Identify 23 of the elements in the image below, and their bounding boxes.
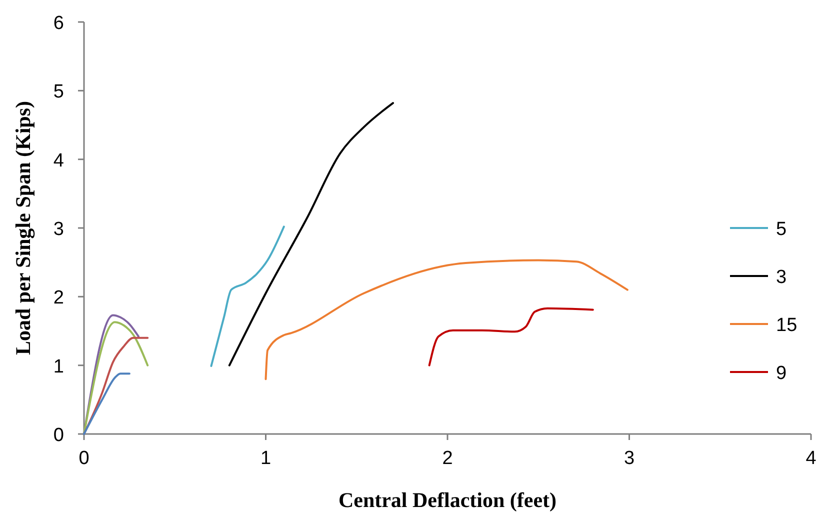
line-series <box>210 226 285 368</box>
legend-label: 5 <box>776 219 787 240</box>
line-series <box>228 102 394 366</box>
y-tick-label: 1 <box>53 356 64 378</box>
legend-label: 9 <box>776 363 787 384</box>
y-tick-label: 3 <box>53 219 64 240</box>
line-series <box>428 307 594 366</box>
x-tick-label: 1 <box>260 448 272 469</box>
x-tick-label: 2 <box>442 448 453 469</box>
y-tick-label: 0 <box>53 425 64 446</box>
legend-label: 3 <box>776 267 787 288</box>
y-tick-label: 2 <box>53 288 64 309</box>
x-tick-label: 4 <box>806 448 817 469</box>
y-tick-label: 6 <box>53 13 64 34</box>
x-tick-label: 3 <box>624 448 635 469</box>
line-series <box>264 259 628 380</box>
y-axis-title: Load per Single Span (Kips) <box>11 100 35 356</box>
y-tick-label: 4 <box>53 150 64 172</box>
y-tick-label: 5 <box>53 82 64 103</box>
legend-label: 15 <box>776 315 798 336</box>
line-series <box>83 372 130 435</box>
x-tick-label: 0 <box>78 448 90 469</box>
x-axis-title: Central Deflaction (feet) <box>338 488 557 512</box>
